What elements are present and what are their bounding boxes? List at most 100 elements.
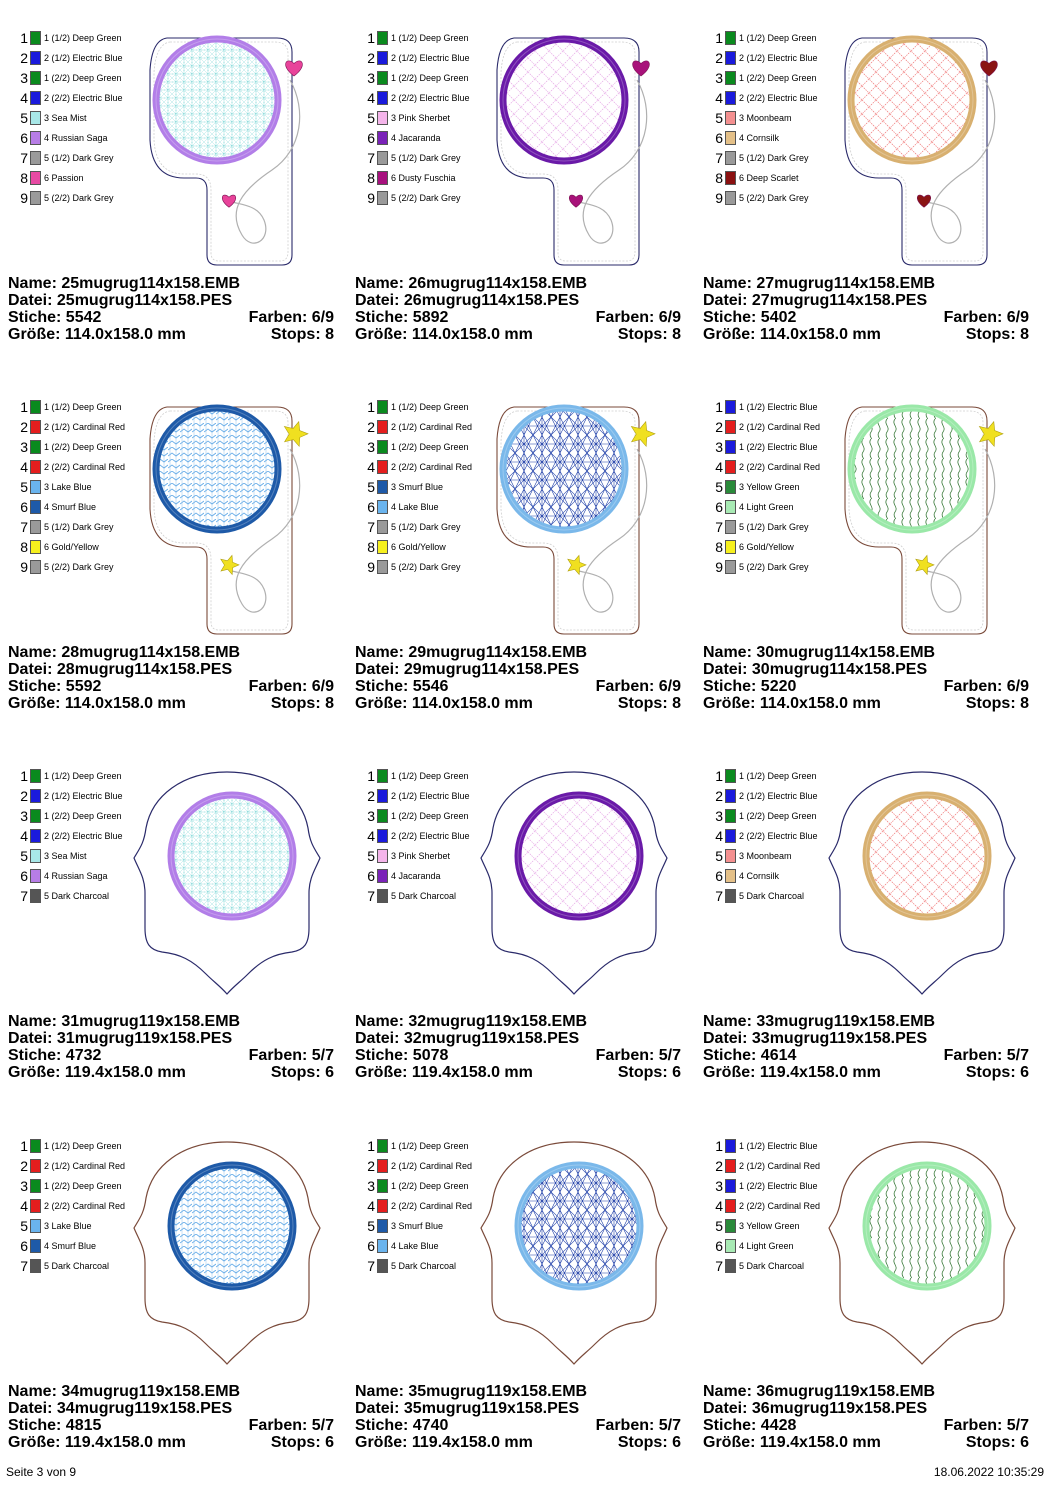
thread-name: 5 Dark Charcoal — [391, 891, 457, 901]
legend-number: 9 — [367, 559, 375, 575]
legend-row: 5 3 Moonbeam — [709, 110, 834, 130]
thread-name: 3 Smurf Blue — [391, 1221, 444, 1231]
design-info: Name: 26mugrug114x158.EMB Datei: 26mugrug… — [355, 275, 681, 343]
color-swatch — [725, 71, 736, 85]
charm-string — [926, 448, 996, 613]
color-swatch — [725, 769, 736, 783]
design-file: Datei: 26mugrug114x158.PES — [355, 292, 580, 309]
legend-number: 4 — [20, 459, 28, 475]
thread-name: 2 (2/2) Electric Blue — [739, 831, 818, 841]
legend-row: 2 2 (1/2) Electric Blue — [361, 788, 486, 808]
thread-name: 6 Gold/Yellow — [44, 542, 99, 552]
legend-number: 2 — [715, 788, 723, 804]
legend-number: 9 — [20, 559, 28, 575]
stitches-colors-line: Stiche: 4815 Farben: 5/7 — [8, 1417, 334, 1434]
thread-name: 1 (1/2) Deep Green — [391, 402, 469, 412]
color-swatch — [377, 869, 388, 883]
charm-string — [231, 79, 301, 244]
legend-row: 6 4 Smurf Blue — [14, 1238, 139, 1258]
legend-number: 3 — [367, 439, 375, 455]
legend-number: 8 — [715, 170, 723, 186]
color-swatch — [30, 460, 41, 474]
legend-row: 4 2 (2/2) Cardinal Red — [14, 1198, 139, 1218]
legend-number: 1 — [20, 768, 28, 784]
design-preview — [149, 404, 309, 635]
legend-row: 7 5 Dark Charcoal — [709, 1258, 834, 1278]
thread-name: 5 (1/2) Dark Grey — [391, 153, 461, 163]
color-swatch — [30, 769, 41, 783]
design-size: Größe: 119.4x158.0 mm — [703, 1064, 881, 1081]
tag-inner-stitch — [500, 41, 636, 262]
legend-row: 6 4 Russian Saga — [14, 868, 139, 888]
stitches-colors-line: Stiche: 5078 Farben: 5/7 — [355, 1047, 681, 1064]
legend-number: 3 — [20, 1178, 28, 1194]
legend-number: 6 — [20, 499, 28, 515]
legend-row: 4 2 (2/2) Cardinal Red — [709, 1198, 834, 1218]
design-file: Datei: 30mugrug114x158.PES — [703, 661, 928, 678]
legend-row: 2 2 (1/2) Electric Blue — [14, 50, 139, 70]
thread-name: 3 Smurf Blue — [391, 482, 444, 492]
legend-row: 2 2 (1/2) Cardinal Red — [14, 419, 139, 439]
legend-row: 5 3 Lake Blue — [14, 1218, 139, 1238]
thread-name: 1 (2/2) Deep Green — [44, 811, 122, 821]
print-timestamp: 18.06.2022 10:35:29 — [933, 1465, 1044, 1479]
legend-row: 8 6 Gold/Yellow — [361, 539, 486, 559]
legend-number: 8 — [20, 539, 28, 555]
circle-fill-pattern — [506, 42, 622, 158]
design-size: Größe: 114.0x158.0 mm — [8, 695, 186, 712]
color-count: Farben: 6/9 — [943, 309, 1029, 326]
design-card: 1 1 (1/2) Deep Green 2 2 (1/2) Cardinal Red… — [8, 1138, 348, 1498]
thread-name: 4 Cornsilk — [739, 871, 780, 881]
legend-row: 8 6 Gold/Yellow — [14, 539, 139, 559]
legend-number: 6 — [715, 499, 723, 515]
size-stops-line: Größe: 114.0x158.0 mm Stops: 8 — [703, 326, 1029, 343]
color-swatch — [30, 440, 41, 454]
legend-row: 8 6 Gold/Yellow — [709, 539, 834, 559]
thread-name: 4 Smurf Blue — [44, 1241, 97, 1251]
legend-row: 7 5 Dark Charcoal — [361, 888, 486, 908]
thread-name: 1 (2/2) Electric Blue — [739, 1181, 818, 1191]
color-swatch — [377, 131, 388, 145]
legend-number: 1 — [367, 768, 375, 784]
stop-count: Stops: 6 — [270, 1064, 334, 1081]
color-swatch — [725, 1179, 736, 1193]
color-swatch — [725, 540, 736, 554]
thread-name: 3 Sea Mist — [44, 851, 87, 861]
legend-row: 6 4 Cornsilk — [709, 130, 834, 150]
legend-row: 7 5 Dark Charcoal — [709, 888, 834, 908]
legend-row: 2 2 (1/2) Cardinal Red — [14, 1158, 139, 1178]
thread-name: 2 (1/2) Cardinal Red — [739, 422, 821, 432]
size-stops-line: Größe: 119.4x158.0 mm Stops: 6 — [8, 1064, 334, 1081]
color-swatch — [30, 500, 41, 514]
ring-highlight — [170, 1164, 294, 1288]
design-preview — [844, 35, 998, 266]
stitches-colors-line: Stiche: 5546 Farben: 6/9 — [355, 678, 681, 695]
stop-count: Stops: 6 — [617, 1434, 681, 1451]
legend-number: 7 — [367, 888, 375, 904]
legend-number: 2 — [20, 419, 28, 435]
legend-number: 1 — [367, 399, 375, 415]
legend-number: 9 — [715, 559, 723, 575]
color-swatch — [30, 151, 41, 165]
legend-number: 7 — [20, 888, 28, 904]
legend-number: 1 — [20, 399, 28, 415]
circle-fill-pattern — [159, 411, 275, 527]
legend-row: 1 1 (1/2) Deep Green — [361, 768, 486, 788]
thread-name: 5 (2/2) Dark Grey — [44, 562, 114, 572]
legend-number: 2 — [367, 788, 375, 804]
design-card: 1 1 (1/2) Deep Green 2 2 (1/2) Cardinal Red… — [355, 1138, 695, 1498]
legend-row: 4 2 (2/2) Electric Blue — [709, 828, 834, 848]
star-charm-icon — [220, 554, 240, 576]
legend-row: 3 1 (2/2) Deep Green — [14, 439, 139, 459]
stitch-count: Stiche: 5078 — [355, 1047, 449, 1064]
legend-number: 6 — [367, 130, 375, 146]
legend-number: 4 — [715, 90, 723, 106]
design-info: Name: 27mugrug114x158.EMB Datei: 27mugrug… — [703, 275, 1029, 343]
thread-name: 5 (1/2) Dark Grey — [44, 153, 114, 163]
legend-row: 3 1 (2/2) Deep Green — [14, 1178, 139, 1198]
color-swatch — [725, 151, 736, 165]
legend-number: 9 — [20, 190, 28, 206]
legend-number: 6 — [367, 868, 375, 884]
stop-count: Stops: 6 — [965, 1064, 1029, 1081]
color-count: Farben: 6/9 — [943, 678, 1029, 695]
